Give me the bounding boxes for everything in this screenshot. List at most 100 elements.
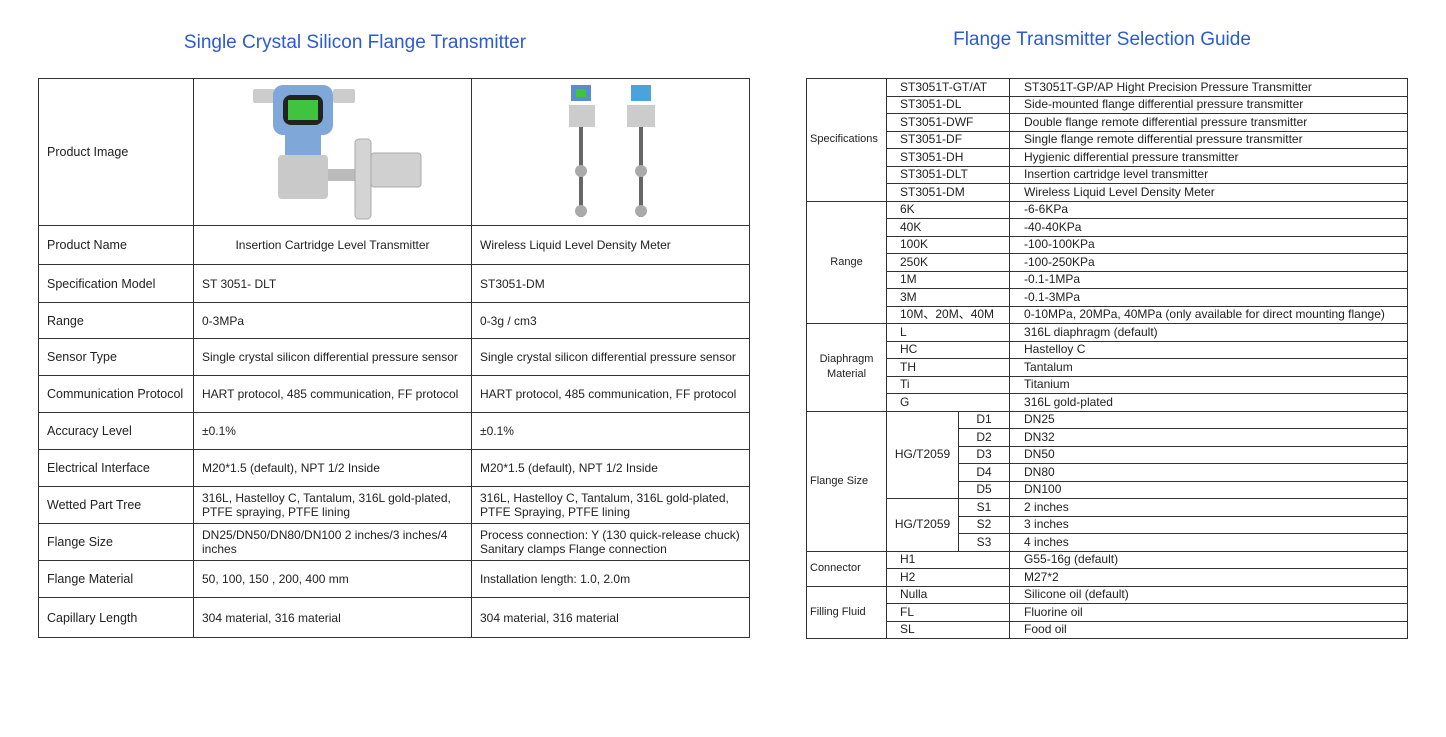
product-image-a-cell bbox=[193, 78, 472, 226]
option-description: Hygienic differential pressure transmitt… bbox=[1009, 148, 1409, 167]
selection-guide-table: Specifications ST3051T-GT/AT ST3051T-GP/AP… bbox=[806, 78, 1409, 639]
table-row: Communication Protocol HART protocol, 485… bbox=[38, 375, 750, 413]
option-code: H1 bbox=[885, 550, 1011, 569]
option-code: ST3051-DM bbox=[885, 183, 1011, 202]
option-description: DN32 bbox=[1009, 428, 1409, 447]
row-label: Flange Material bbox=[38, 560, 194, 598]
option-description: DN80 bbox=[1009, 463, 1409, 482]
option-code: Nulla bbox=[885, 585, 1011, 604]
product-b-value: ST3051-DM bbox=[471, 264, 750, 303]
group-label: Filling Fluid bbox=[806, 585, 887, 639]
row-label: Product Name bbox=[38, 225, 194, 265]
table-row: G 316L gold-plated bbox=[807, 393, 1409, 412]
table-row: ST3051-DLT Insertion cartridge level tran… bbox=[807, 165, 1409, 184]
option-description: DN25 bbox=[1009, 410, 1409, 429]
option-code: ST3051-DL bbox=[885, 95, 1011, 114]
table-row: 40K -40-40KPa bbox=[807, 218, 1409, 237]
option-code: D3 bbox=[957, 445, 1011, 464]
group-label: Diaphragm Material bbox=[806, 323, 887, 412]
product-a-value: 50, 100, 150 , 200, 400 mm bbox=[193, 560, 472, 598]
table-row: S2 3 inches bbox=[807, 515, 1409, 534]
option-code: SL bbox=[885, 620, 1011, 639]
option-description: -0.1-1MPa bbox=[1009, 270, 1409, 289]
option-code: ST3051T-GT/AT bbox=[885, 78, 1011, 97]
product-b-value: Installation length: 1.0, 2.0m bbox=[471, 560, 750, 598]
product-a-value: M20*1.5 (default), NPT 1/2 Inside bbox=[193, 449, 472, 487]
table-row: D4 DN80 bbox=[807, 463, 1409, 482]
group-label: Range bbox=[806, 200, 887, 324]
option-description: Insertion cartridge level transmitter bbox=[1009, 165, 1409, 184]
table-row: Flange Size DN25/DN50/DN80/DN100 2 inches… bbox=[38, 523, 750, 561]
row-label: Specification Model bbox=[38, 264, 194, 303]
option-code: D4 bbox=[957, 463, 1011, 482]
row-label: Sensor Type bbox=[38, 338, 194, 376]
table-row: Specifications ST3051T-GT/AT ST3051T-GP/AP… bbox=[806, 78, 1409, 202]
table-row: ST3051-DWF Double flange remote different… bbox=[807, 113, 1409, 132]
left-table-title: Single Crystal Silicon Flange Transmitte… bbox=[183, 32, 527, 53]
option-code: HC bbox=[885, 340, 1011, 359]
option-description: Silicone oil (default) bbox=[1009, 585, 1409, 604]
product-a-value: ST 3051- DLT bbox=[193, 264, 472, 303]
option-description: 2 inches bbox=[1009, 498, 1409, 517]
product-a-value: DN25/DN50/DN80/DN100 2 inches/3 inches/4… bbox=[193, 523, 472, 561]
table-row: TH Tantalum bbox=[807, 358, 1409, 377]
row-label: Communication Protocol bbox=[38, 375, 194, 413]
option-description: -40-40KPa bbox=[1009, 218, 1409, 237]
row-label: Electrical Interface bbox=[38, 449, 194, 487]
option-code: D5 bbox=[957, 480, 1011, 499]
table-row: Product Name Insertion Cartridge Level Tr… bbox=[38, 225, 750, 265]
group-label: Specifications bbox=[806, 78, 887, 202]
table-row: Range 0-3MPa 0-3g / cm3 bbox=[38, 302, 750, 339]
option-description: Single flange remote differential pressu… bbox=[1009, 130, 1409, 149]
product-a-value: 0-3MPa bbox=[193, 302, 472, 339]
option-description: M27*2 bbox=[1009, 568, 1409, 587]
table-row: Diaphragm Material L 316L diaphragm (defau… bbox=[806, 323, 1409, 412]
option-code: G bbox=[885, 393, 1011, 412]
product-b-value: 316L, Hastelloy C, Tantalum, 316L gold-p… bbox=[471, 486, 750, 524]
table-row: ST3051-DF Single flange remote differenti… bbox=[807, 130, 1409, 149]
product-b-value: M20*1.5 (default), NPT 1/2 Inside bbox=[471, 449, 750, 487]
option-code: ST3051-DF bbox=[885, 130, 1011, 149]
option-code: Ti bbox=[885, 375, 1011, 394]
option-description: 3 inches bbox=[1009, 515, 1409, 534]
product-a-value: Single crystal silicon differential pres… bbox=[193, 338, 472, 376]
table-row: ST3051-DM Wireless Liquid Level Density M… bbox=[807, 183, 1409, 202]
product-a-value: HART protocol, 485 communication, FF pro… bbox=[193, 375, 472, 413]
table-row: 10M、20M、40M 0-10MPa, 20MPa, 40MPa (only a… bbox=[807, 305, 1409, 324]
table-row: Capillary Length 304 material, 316 materi… bbox=[38, 597, 750, 638]
right-table-title: Flange Transmitter Selection Guide bbox=[953, 29, 1251, 50]
table-row: HG/T2059 S1 2 inches bbox=[807, 498, 1409, 552]
option-description: Food oil bbox=[1009, 620, 1409, 639]
table-row: Wetted Part Tree 316L, Hastelloy C, Tanta… bbox=[38, 486, 750, 524]
table-row: FL Fluorine oil bbox=[807, 603, 1409, 622]
option-description: Fluorine oil bbox=[1009, 603, 1409, 622]
product-a-value: 304 material, 316 material bbox=[193, 597, 472, 638]
option-description: 4 inches bbox=[1009, 533, 1409, 552]
table-row: Flange Size HG/T2059 D1 DN25 bbox=[806, 410, 1409, 552]
option-code: 100K bbox=[885, 235, 1011, 254]
row-label: Accuracy Level bbox=[38, 412, 194, 450]
row-label: Product Image bbox=[38, 78, 194, 226]
option-code: 3M bbox=[885, 288, 1011, 307]
table-row: Ti Titanium bbox=[807, 375, 1409, 394]
option-code: L bbox=[885, 323, 1011, 342]
wireless-liquid-level-density-meter-image bbox=[568, 84, 655, 217]
option-description: Side-mounted flange differential pressur… bbox=[1009, 95, 1409, 114]
table-row: Flange Material 50, 100, 150 , 200, 400 m… bbox=[38, 560, 750, 598]
option-code: 1M bbox=[885, 270, 1011, 289]
option-description: G55-16g (default) bbox=[1009, 550, 1409, 569]
product-b-value: Wireless Liquid Level Density Meter bbox=[471, 225, 750, 265]
table-row: Accuracy Level ±0.1% ±0.1% bbox=[38, 412, 750, 450]
option-code: S3 bbox=[957, 533, 1011, 552]
group-label: Flange Size bbox=[806, 410, 887, 552]
group-label: Connector bbox=[806, 550, 887, 587]
option-code: D1 bbox=[957, 410, 1011, 429]
table-row: ST3051-DH Hygienic differential pressure … bbox=[807, 148, 1409, 167]
option-code: 40K bbox=[885, 218, 1011, 237]
product-b-value: Process connection: Y (130 quick-release… bbox=[471, 523, 750, 561]
option-description: DN100 bbox=[1009, 480, 1409, 499]
option-code: FL bbox=[885, 603, 1011, 622]
table-row: Sensor Type Single crystal silicon differ… bbox=[38, 338, 750, 376]
option-description: DN50 bbox=[1009, 445, 1409, 464]
table-row: 1M -0.1-1MPa bbox=[807, 270, 1409, 289]
